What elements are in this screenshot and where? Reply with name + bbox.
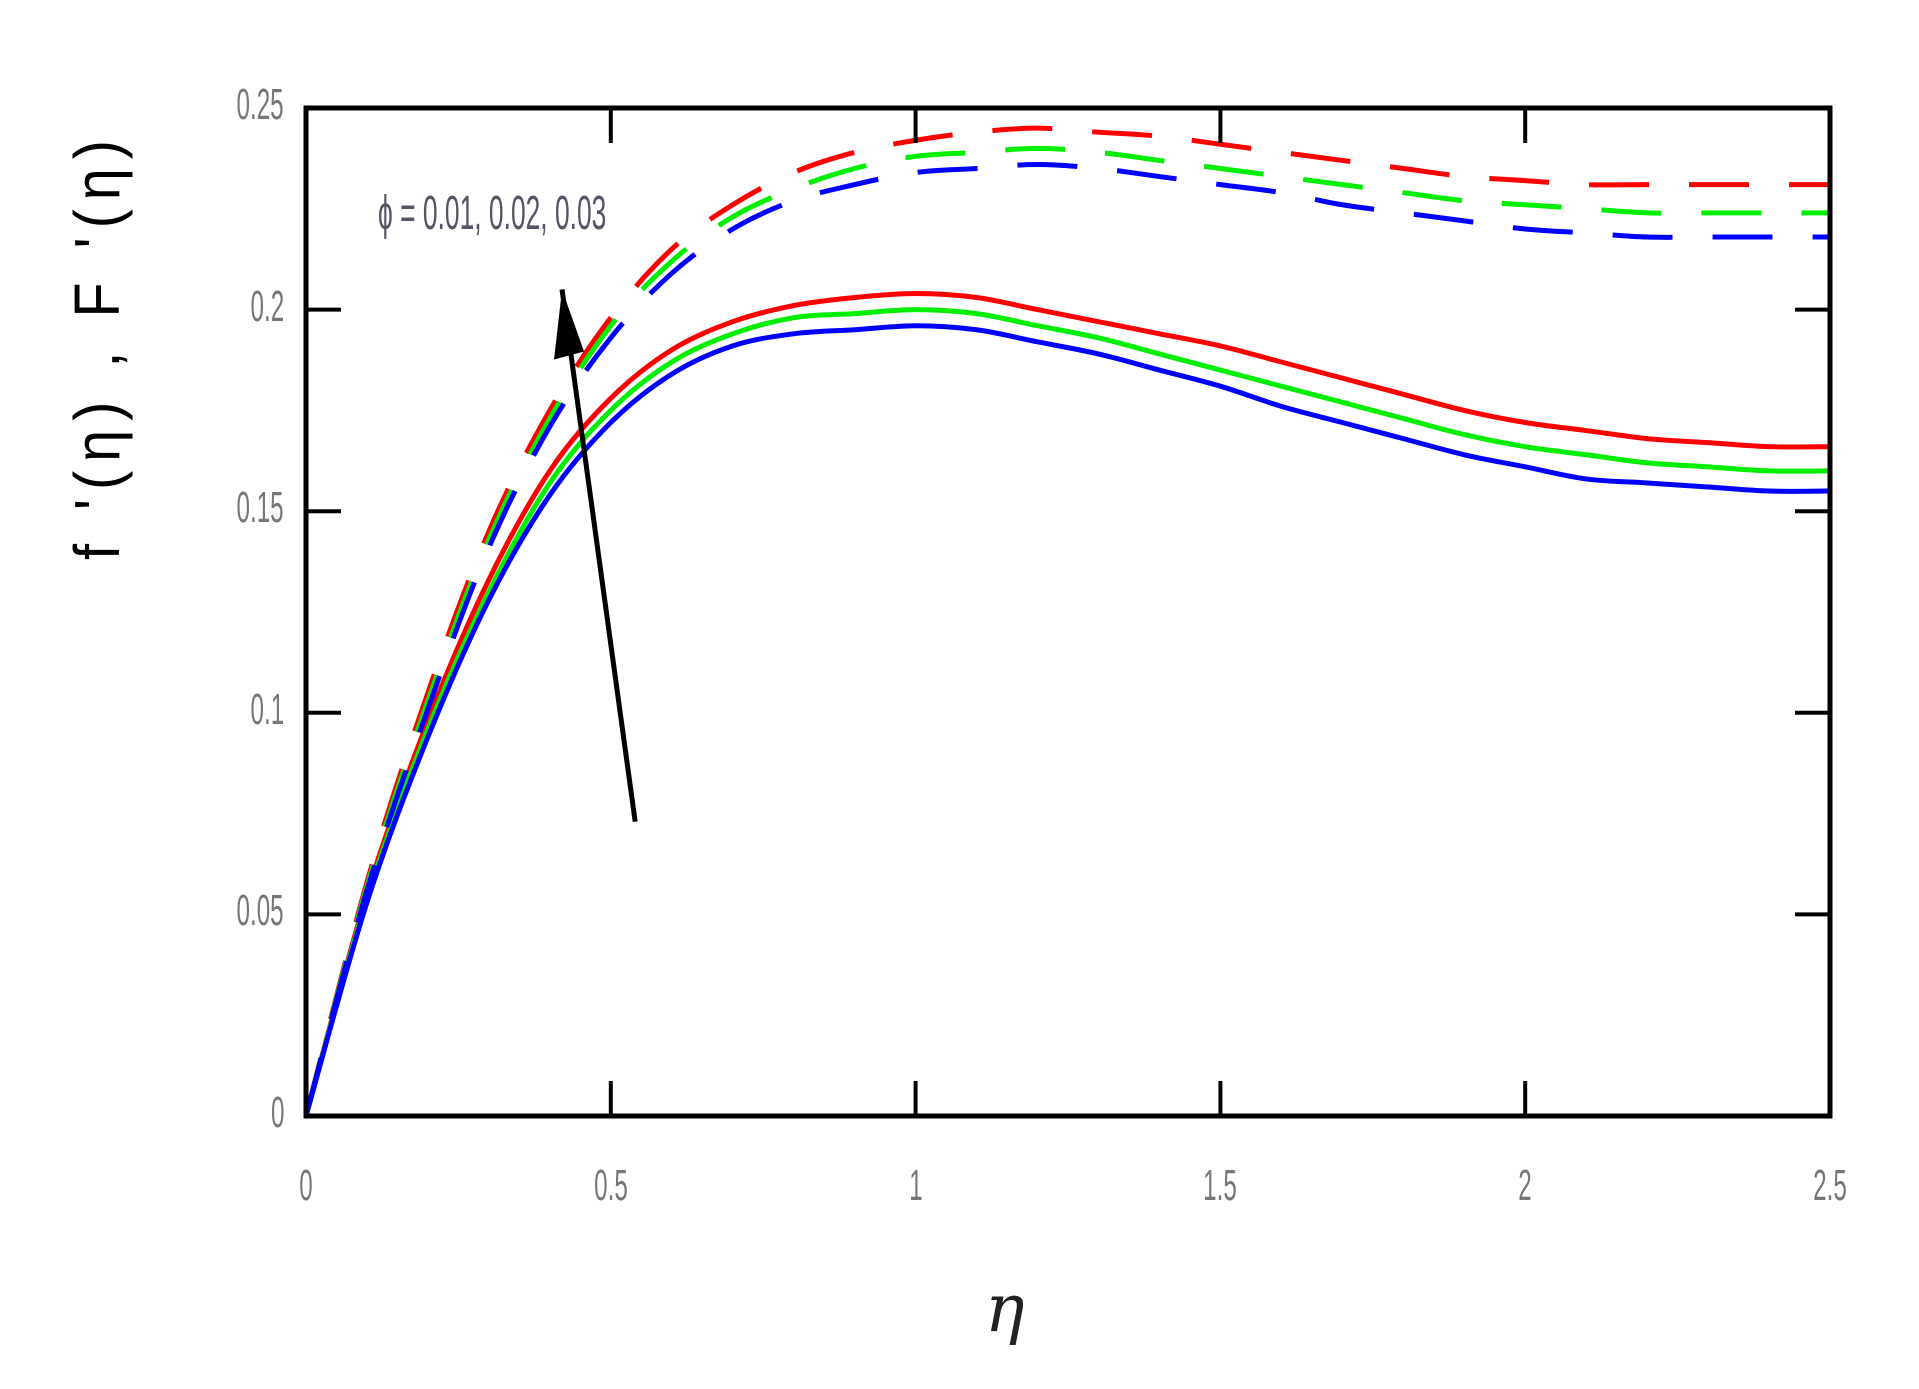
y-tick-label: 0.05 xyxy=(236,886,284,936)
x-tick-label: 2.5 xyxy=(1813,1161,1847,1210)
x-tick-label: 0.5 xyxy=(593,1161,628,1210)
series-line xyxy=(303,161,1830,1117)
y-tick-label: 0.1 xyxy=(250,684,284,734)
x-tick-label: 1 xyxy=(908,1161,923,1210)
phi-annotation: ϕ = 0.01, 0.02, 0.03 xyxy=(378,187,607,240)
y-axis-label: f '(η) , F '(η) xyxy=(61,131,133,560)
x-axis-label: η xyxy=(985,1270,1025,1347)
series-line xyxy=(303,125,1830,1117)
y-tick-label: 0 xyxy=(270,1088,284,1137)
x-tick-label: 1.5 xyxy=(1203,1161,1238,1210)
y-tick-label: 0.15 xyxy=(236,483,284,533)
chart-curves xyxy=(303,125,1831,1117)
series-line xyxy=(303,290,1831,1117)
x-tick-label: 2 xyxy=(1518,1161,1532,1210)
series-line xyxy=(303,145,1830,1117)
x-tick-label: 0 xyxy=(299,1161,313,1210)
chart-axes xyxy=(303,105,1833,1119)
y-tick-label: 0.2 xyxy=(250,281,284,331)
series-line xyxy=(303,323,1831,1117)
annotation-arrow xyxy=(554,289,638,823)
series-line xyxy=(303,307,1831,1117)
y-tick-label: 0.25 xyxy=(236,80,284,129)
